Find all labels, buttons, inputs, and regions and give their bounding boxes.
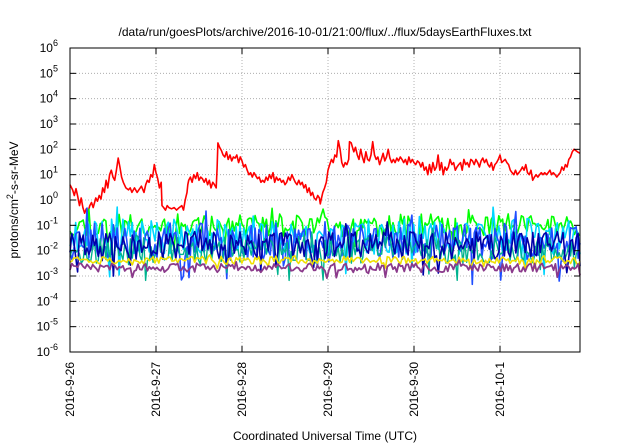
y-tick-exponent: 1: [53, 165, 58, 175]
y-tick-base: 10: [37, 294, 51, 308]
y-axis-label-pre: protons/cm: [7, 199, 21, 258]
y-tick-exponent: -4: [50, 291, 58, 301]
y-tick-exponent: 2: [53, 139, 58, 149]
series-line-5: [69, 227, 581, 282]
x-axis-label: Coordinated Universal Time (UTC): [233, 429, 417, 443]
y-axis-label: protons/cm2-s-sr-MeV: [5, 141, 21, 258]
y-tick-base: 10: [37, 269, 51, 283]
y-tick-label: 106: [40, 38, 58, 55]
series-line-6: [69, 221, 581, 277]
ticks: [69, 47, 580, 353]
y-tick-exponent: -1: [50, 215, 58, 225]
y-tick-base: 10: [40, 41, 54, 55]
y-tick-exponent: -2: [50, 241, 58, 251]
y-tick-label: 100: [40, 190, 58, 207]
y-tick-labels: 10-610-510-410-310-210-11001011021031041…: [37, 38, 58, 359]
y-tick-exponent: 3: [53, 114, 58, 124]
x-tick-label: 2016-9-29: [321, 362, 335, 417]
y-tick-base: 10: [37, 320, 51, 334]
series-layer: [69, 139, 581, 286]
y-tick-label: 105: [40, 63, 58, 80]
series-line-7: [69, 254, 581, 270]
y-tick-exponent: 0: [53, 190, 58, 200]
y-tick-exponent: -3: [50, 266, 58, 276]
y-tick-label: 10-4: [37, 291, 58, 308]
y-tick-base: 10: [40, 117, 54, 131]
y-tick-exponent: -5: [50, 317, 58, 327]
y-tick-exponent: 4: [53, 89, 58, 99]
y-tick-label: 10-3: [37, 266, 58, 283]
x-tick-label: 2016-9-27: [149, 362, 163, 417]
y-tick-label: 102: [40, 139, 58, 156]
y-tick-base: 10: [40, 66, 54, 80]
grid: [69, 48, 580, 352]
series-line-1: [69, 139, 581, 214]
y-tick-base: 10: [40, 193, 54, 207]
y-tick-base: 10: [40, 142, 54, 156]
y-tick-label: 10-6: [37, 342, 58, 359]
chart-title: /data/run/goesPlots/archive/2016-10-01/2…: [119, 25, 533, 39]
y-tick-exponent: 5: [53, 63, 58, 73]
y-tick-label: 10-5: [37, 317, 58, 334]
x-tick-labels: 2016-9-26 2016-9-27 2016-9-28 2016-9-29 2016…: [63, 362, 507, 417]
y-tick-base: 10: [37, 244, 51, 258]
y-tick-base: 10: [40, 168, 54, 182]
y-tick-base: 10: [37, 345, 51, 359]
y-tick-exponent: 6: [53, 38, 58, 48]
x-tick-label: 2016-9-28: [235, 362, 249, 417]
x-tick-label: 2016-10-1: [493, 362, 507, 417]
y-tick-label: 10-2: [37, 241, 58, 258]
series-line-8: [69, 259, 581, 279]
x-tick-label: 2016-9-26: [63, 362, 77, 417]
y-axis-label-sup: 2: [5, 194, 15, 199]
y-axis-label-post: -s-sr-MeV: [7, 141, 21, 194]
y-tick-label: 104: [40, 89, 58, 106]
y-tick-base: 10: [40, 92, 54, 106]
y-tick-exponent: -6: [50, 342, 58, 352]
y-tick-label: 101: [40, 165, 58, 182]
y-tick-label: 103: [40, 114, 58, 131]
y-tick-label: 10-1: [37, 215, 58, 232]
x-tick-label: 2016-9-30: [407, 362, 421, 417]
y-tick-base: 10: [37, 218, 51, 232]
series-line-4: [69, 207, 581, 286]
